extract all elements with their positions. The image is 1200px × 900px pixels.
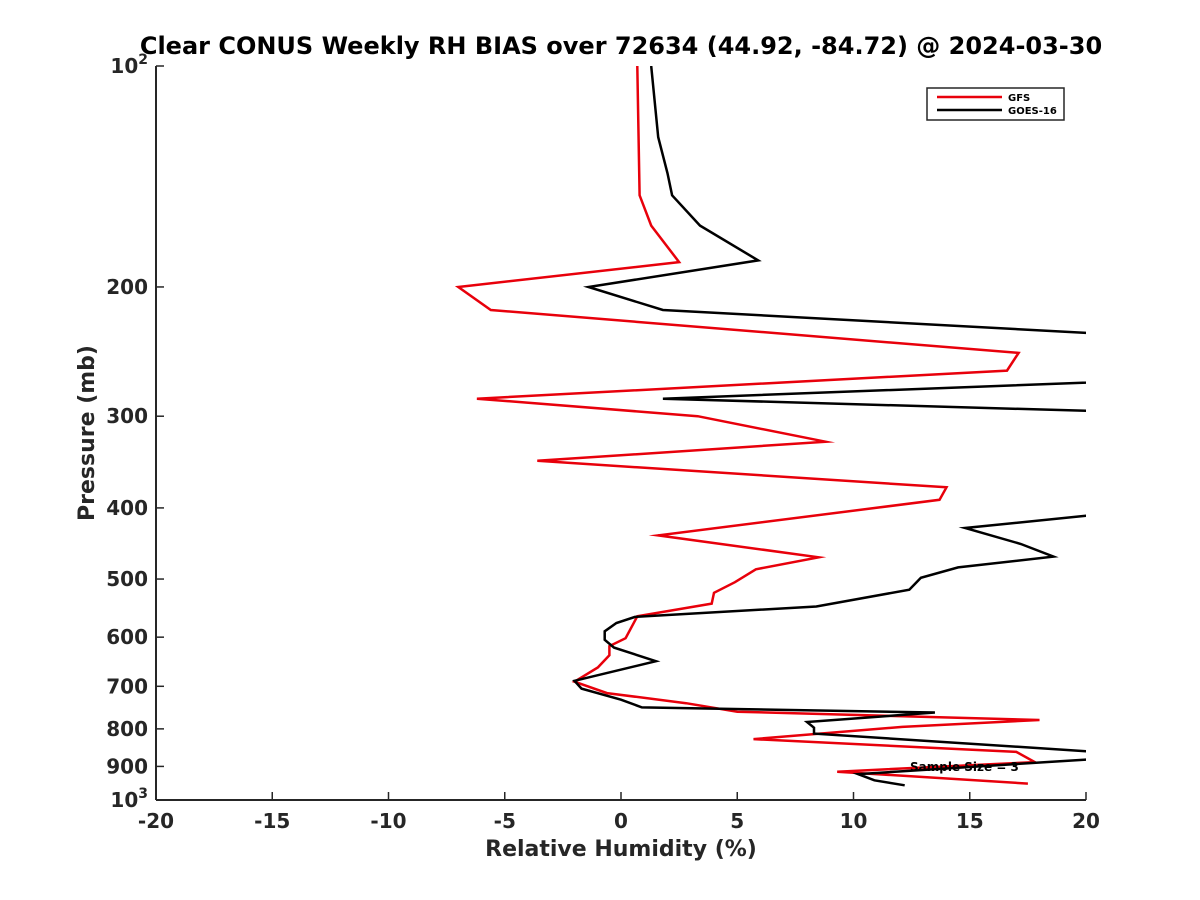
plot-area bbox=[156, 66, 1086, 800]
y-tick-exponent: 3 bbox=[138, 786, 148, 802]
x-tick-label: 0 bbox=[614, 809, 628, 833]
legend-box bbox=[926, 87, 1065, 121]
y-tick-label: 300 bbox=[106, 404, 148, 428]
y-tick-label: 700 bbox=[106, 674, 148, 698]
x-tick-label: 5 bbox=[730, 809, 744, 833]
y-tick-exponent: 2 bbox=[138, 52, 148, 68]
x-tick-label: -15 bbox=[254, 809, 290, 833]
y-tick-label: 400 bbox=[106, 496, 148, 520]
y-tick-label: 103 bbox=[110, 786, 148, 812]
x-tick-label: -10 bbox=[370, 809, 406, 833]
series-layer bbox=[454, 66, 1086, 787]
y-tick-label: 200 bbox=[106, 275, 148, 299]
legend-label-gfs: GFS bbox=[1008, 93, 1030, 104]
legend-label-goes16: GOES-16 bbox=[1008, 106, 1057, 117]
y-tick-label: 102 bbox=[110, 52, 148, 78]
y-tick-label: 800 bbox=[106, 717, 148, 741]
x-axis-label: Relative Humidity (%) bbox=[485, 837, 757, 862]
x-tick-label: -5 bbox=[494, 809, 516, 833]
x-axis-ticks: -20 -15 -10 -5 0 5 10 15 20 bbox=[138, 792, 1100, 833]
series-goes16 bbox=[572, 66, 1086, 787]
y-tick-label: 500 bbox=[106, 567, 148, 591]
y-tick-base: 10 bbox=[110, 54, 138, 78]
series-line-goes16 bbox=[572, 66, 1086, 787]
series-gfs bbox=[454, 66, 1040, 785]
y-tick-base: 10 bbox=[110, 788, 138, 812]
chart-title: Clear CONUS Weekly RH BIAS over 72634 (4… bbox=[140, 32, 1102, 60]
x-tick-label: -20 bbox=[138, 809, 174, 833]
x-tick-label: 15 bbox=[956, 809, 984, 833]
legend: GFS GOES-16 bbox=[926, 87, 1065, 121]
sample-size-annotation: Sample Size = 3 bbox=[910, 760, 1019, 774]
x-tick-label: 20 bbox=[1072, 809, 1100, 833]
y-axis-label: Pressure (mb) bbox=[75, 345, 100, 521]
y-tick-label: 900 bbox=[106, 754, 148, 778]
y-tick-label: 600 bbox=[106, 625, 148, 649]
series-line-gfs bbox=[454, 66, 1040, 785]
x-tick-label: 10 bbox=[840, 809, 868, 833]
